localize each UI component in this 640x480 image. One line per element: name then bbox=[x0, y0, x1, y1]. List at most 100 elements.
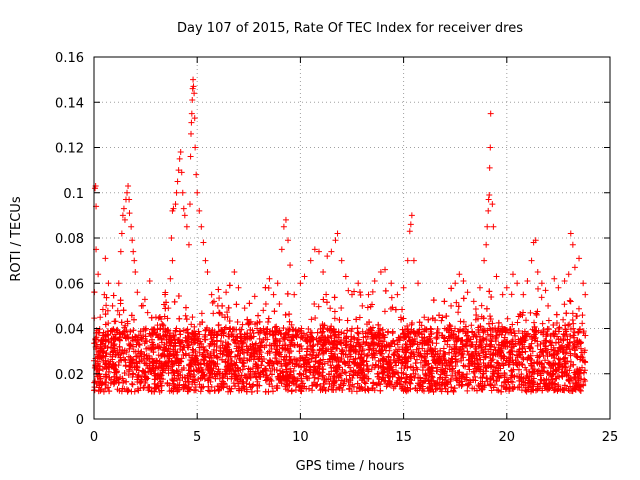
data-point bbox=[188, 336, 195, 343]
data-point bbox=[148, 314, 155, 321]
data-point bbox=[569, 310, 576, 317]
data-point bbox=[172, 342, 179, 349]
data-point bbox=[330, 364, 337, 371]
data-point bbox=[153, 331, 160, 338]
data-point bbox=[255, 312, 262, 319]
data-point bbox=[451, 325, 458, 332]
data-point bbox=[398, 385, 405, 392]
data-point bbox=[198, 340, 205, 347]
data-point bbox=[487, 315, 494, 322]
data-point bbox=[219, 351, 226, 358]
data-point bbox=[345, 287, 352, 294]
data-point bbox=[433, 368, 440, 375]
data-point bbox=[102, 385, 109, 392]
data-point bbox=[395, 334, 402, 341]
data-point bbox=[553, 351, 560, 358]
data-point bbox=[230, 367, 237, 374]
data-point bbox=[127, 328, 134, 335]
data-point bbox=[121, 356, 128, 363]
data-point bbox=[222, 371, 229, 378]
data-point bbox=[240, 360, 247, 367]
data-point bbox=[552, 366, 559, 373]
data-point bbox=[264, 376, 271, 383]
data-point bbox=[200, 356, 207, 363]
data-point bbox=[415, 351, 422, 358]
data-point bbox=[269, 360, 276, 367]
data-point bbox=[542, 287, 549, 294]
data-point bbox=[487, 341, 494, 348]
data-point bbox=[553, 319, 560, 326]
data-point bbox=[283, 381, 290, 388]
data-point bbox=[103, 360, 110, 367]
data-point bbox=[534, 370, 541, 377]
data-point bbox=[436, 375, 443, 382]
data-point bbox=[534, 381, 541, 388]
data-point bbox=[264, 359, 271, 366]
data-point bbox=[422, 354, 429, 361]
data-point bbox=[473, 311, 480, 318]
data-point bbox=[319, 361, 326, 368]
data-point bbox=[488, 359, 495, 366]
data-point bbox=[306, 366, 313, 373]
data-point bbox=[511, 384, 518, 391]
data-point bbox=[326, 380, 333, 387]
data-point bbox=[364, 352, 371, 359]
data-point bbox=[94, 354, 101, 361]
data-point bbox=[556, 345, 563, 352]
data-point bbox=[338, 340, 345, 347]
data-point bbox=[250, 330, 257, 337]
data-point bbox=[462, 323, 469, 330]
data-point bbox=[433, 386, 440, 393]
data-point bbox=[287, 365, 294, 372]
data-point bbox=[286, 318, 293, 325]
data-point bbox=[439, 314, 446, 321]
data-point bbox=[433, 335, 440, 342]
data-point bbox=[194, 359, 201, 366]
data-point bbox=[120, 379, 127, 386]
data-point bbox=[243, 374, 250, 381]
data-point bbox=[351, 369, 358, 376]
data-point bbox=[581, 376, 588, 383]
data-point bbox=[457, 345, 464, 352]
data-point bbox=[441, 298, 448, 305]
data-point bbox=[346, 372, 353, 379]
data-point bbox=[123, 378, 130, 385]
data-point bbox=[305, 385, 312, 392]
data-point bbox=[536, 353, 543, 360]
data-point bbox=[310, 371, 317, 378]
data-point bbox=[206, 370, 213, 377]
data-point bbox=[545, 359, 552, 366]
data-point bbox=[335, 358, 342, 365]
data-point bbox=[255, 370, 262, 377]
data-point bbox=[493, 378, 500, 385]
data-point bbox=[253, 374, 260, 381]
data-point bbox=[572, 376, 579, 383]
data-point bbox=[302, 357, 309, 364]
data-point bbox=[466, 366, 473, 373]
data-point bbox=[296, 383, 303, 390]
data-point bbox=[290, 341, 297, 348]
data-point bbox=[347, 368, 354, 375]
data-point bbox=[335, 362, 342, 369]
data-point bbox=[239, 321, 246, 328]
data-point bbox=[474, 315, 481, 322]
data-point bbox=[292, 332, 299, 339]
data-point bbox=[303, 360, 310, 367]
data-point bbox=[185, 367, 192, 374]
data-point bbox=[366, 319, 373, 326]
data-point bbox=[99, 306, 106, 313]
data-point bbox=[551, 354, 558, 361]
data-point bbox=[177, 345, 184, 352]
data-point bbox=[481, 382, 488, 389]
data-point bbox=[478, 302, 485, 309]
data-point bbox=[347, 347, 354, 354]
data-point bbox=[508, 338, 515, 345]
data-point bbox=[292, 386, 299, 393]
data-point bbox=[338, 305, 345, 312]
data-point bbox=[548, 372, 555, 379]
data-point bbox=[434, 325, 441, 332]
data-point bbox=[365, 375, 372, 382]
data-point bbox=[281, 342, 288, 349]
data-point bbox=[528, 340, 535, 347]
data-point bbox=[507, 326, 514, 333]
